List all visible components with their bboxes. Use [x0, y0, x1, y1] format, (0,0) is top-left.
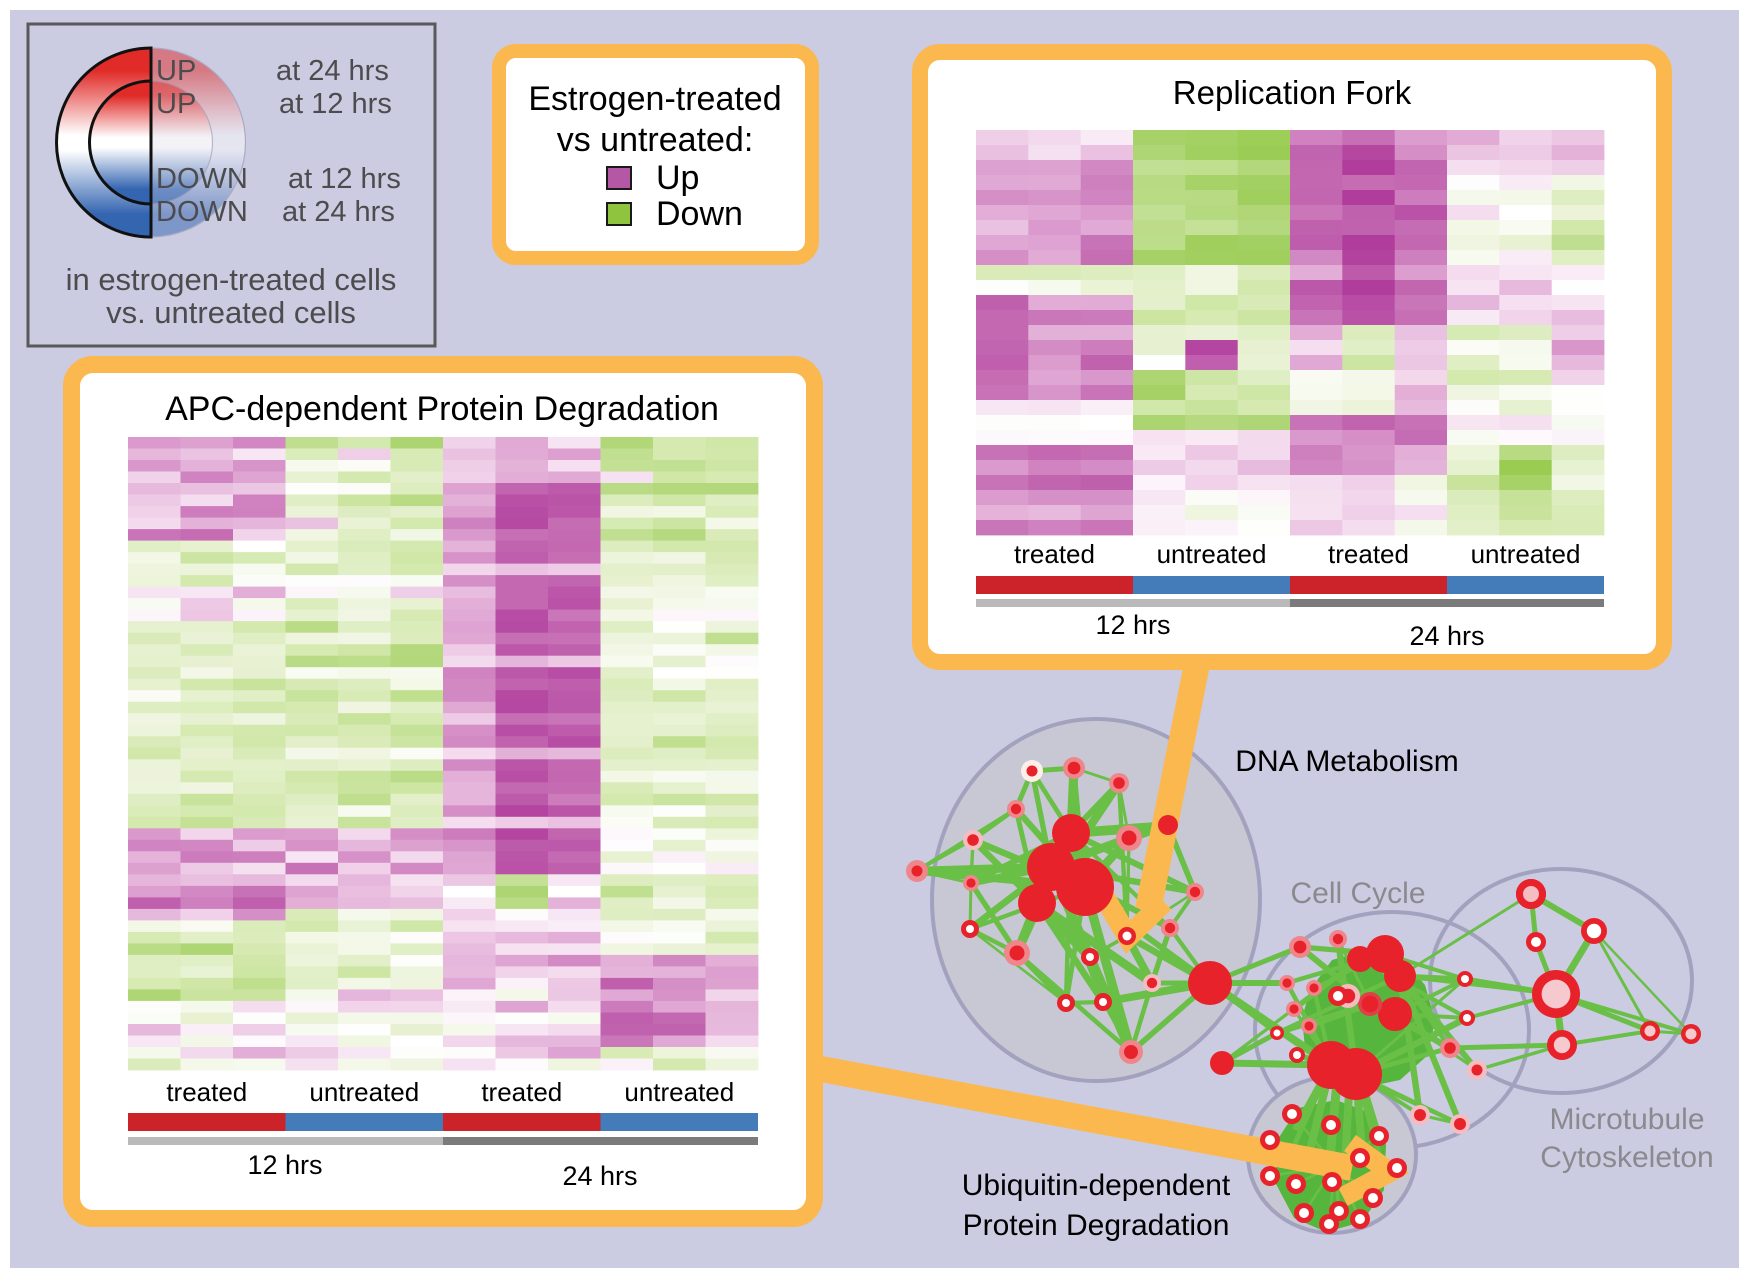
svg-text:Up: Up — [656, 159, 699, 197]
svg-text:DNA Metabolism: DNA Metabolism — [1235, 745, 1458, 778]
svg-text:Protein Degradation: Protein Degradation — [963, 1209, 1230, 1242]
svg-text:Replication Fork: Replication Fork — [1173, 74, 1412, 111]
svg-text:treated: treated — [1328, 539, 1409, 569]
svg-text:untreated: untreated — [624, 1077, 734, 1107]
svg-text:vs. untreated cells: vs. untreated cells — [106, 295, 356, 330]
svg-text:at 12 hrs: at 12 hrs — [279, 88, 392, 120]
svg-text:UP: UP — [156, 88, 196, 120]
svg-text:in estrogen-treated cells: in estrogen-treated cells — [66, 262, 397, 297]
svg-text:Down: Down — [656, 195, 743, 233]
svg-text:untreated: untreated — [1157, 539, 1267, 569]
svg-text:Cytoskeleton: Cytoskeleton — [1540, 1141, 1713, 1174]
svg-text:untreated: untreated — [1471, 539, 1581, 569]
svg-text:24 hrs: 24 hrs — [562, 1161, 637, 1191]
svg-text:Ubiquitin-dependent: Ubiquitin-dependent — [962, 1169, 1231, 1202]
svg-text:12 hrs: 12 hrs — [247, 1150, 322, 1180]
svg-text:Microtubule: Microtubule — [1549, 1103, 1704, 1136]
svg-text:Estrogen-treated: Estrogen-treated — [528, 80, 781, 118]
svg-text:treated: treated — [481, 1077, 562, 1107]
svg-text:APC-dependent Protein Degradat: APC-dependent Protein Degradation — [165, 390, 719, 428]
svg-text:at 12 hrs: at 12 hrs — [288, 163, 401, 195]
svg-text:treated: treated — [166, 1077, 247, 1107]
svg-text:DOWN: DOWN — [156, 196, 248, 228]
svg-text:at 24 hrs: at 24 hrs — [276, 55, 389, 87]
svg-text:UP: UP — [156, 55, 196, 87]
svg-text:at 24 hrs: at 24 hrs — [282, 196, 395, 228]
svg-text:24 hrs: 24 hrs — [1409, 621, 1484, 651]
svg-text:Cell Cycle: Cell Cycle — [1290, 877, 1425, 910]
svg-text:12 hrs: 12 hrs — [1095, 610, 1170, 640]
svg-text:DOWN: DOWN — [156, 163, 248, 195]
svg-text:vs untreated:: vs untreated: — [557, 121, 754, 159]
svg-text:untreated: untreated — [309, 1077, 419, 1107]
svg-text:treated: treated — [1014, 539, 1095, 569]
